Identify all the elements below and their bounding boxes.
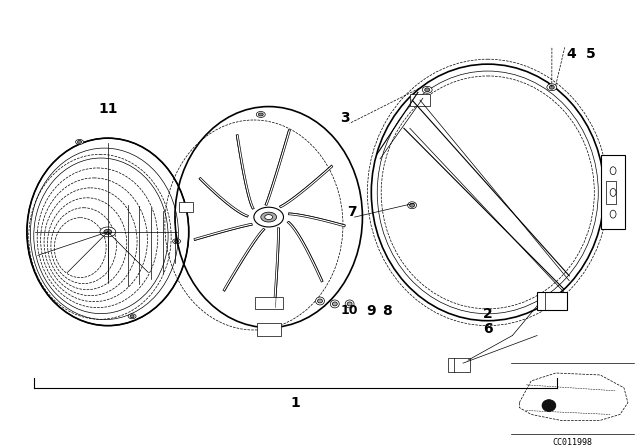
Ellipse shape — [257, 112, 265, 117]
Text: 8: 8 — [382, 304, 392, 318]
Bar — [257, 323, 280, 336]
Ellipse shape — [547, 84, 557, 90]
Ellipse shape — [130, 315, 134, 318]
Ellipse shape — [330, 300, 339, 308]
Ellipse shape — [76, 139, 83, 144]
Polygon shape — [279, 165, 333, 208]
Text: 5: 5 — [586, 47, 595, 61]
Polygon shape — [223, 228, 265, 291]
Ellipse shape — [345, 300, 354, 308]
Ellipse shape — [410, 203, 415, 207]
Bar — [410, 94, 430, 106]
Ellipse shape — [128, 314, 136, 319]
Ellipse shape — [259, 113, 263, 116]
Text: 11: 11 — [98, 102, 118, 116]
Text: 4: 4 — [567, 47, 577, 61]
Ellipse shape — [610, 167, 616, 175]
Text: 1: 1 — [291, 396, 300, 409]
Polygon shape — [288, 213, 345, 227]
Ellipse shape — [542, 400, 556, 412]
Ellipse shape — [77, 140, 81, 143]
Bar — [255, 297, 282, 309]
Text: 6: 6 — [483, 322, 493, 336]
Ellipse shape — [100, 227, 116, 237]
Polygon shape — [265, 129, 291, 206]
Ellipse shape — [425, 88, 429, 92]
Bar — [448, 358, 470, 372]
Bar — [601, 155, 625, 229]
Text: 7: 7 — [347, 205, 356, 219]
Ellipse shape — [260, 212, 276, 222]
Bar — [179, 202, 193, 212]
Ellipse shape — [549, 85, 554, 89]
Ellipse shape — [610, 210, 616, 218]
Ellipse shape — [408, 202, 417, 209]
Bar — [606, 181, 616, 204]
Ellipse shape — [422, 86, 432, 93]
Ellipse shape — [610, 189, 616, 196]
Polygon shape — [236, 134, 254, 209]
Polygon shape — [287, 221, 323, 282]
Text: 3: 3 — [340, 112, 349, 125]
Text: CC011998: CC011998 — [552, 438, 593, 447]
Text: 9: 9 — [367, 304, 376, 318]
Bar — [537, 292, 566, 310]
Ellipse shape — [104, 229, 112, 234]
Ellipse shape — [175, 240, 179, 243]
Polygon shape — [199, 177, 248, 217]
Ellipse shape — [316, 297, 324, 305]
Polygon shape — [273, 228, 280, 307]
Ellipse shape — [265, 215, 273, 220]
Text: 2: 2 — [483, 307, 493, 321]
Ellipse shape — [347, 302, 352, 306]
Ellipse shape — [332, 302, 337, 306]
Ellipse shape — [317, 299, 323, 303]
Ellipse shape — [173, 239, 180, 244]
Polygon shape — [194, 223, 252, 241]
Ellipse shape — [254, 207, 284, 227]
Text: 10: 10 — [341, 304, 358, 317]
